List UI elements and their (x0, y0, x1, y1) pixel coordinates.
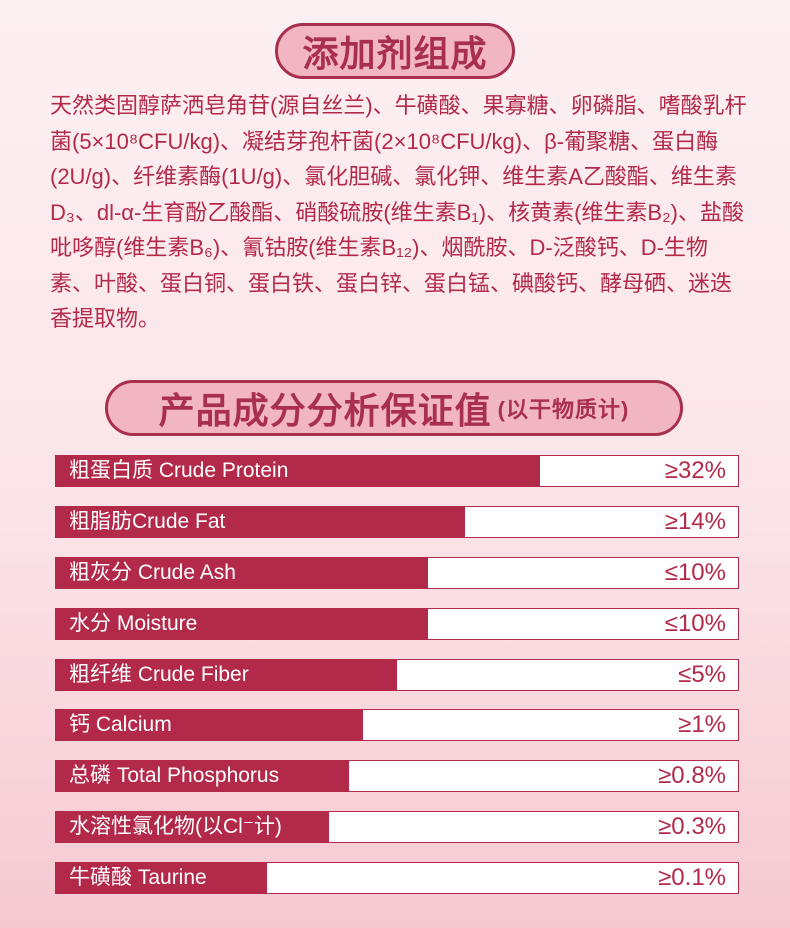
analysis-row-value: ≥0.3% (658, 813, 726, 840)
analysis-row-taurine: 牛磺酸 Taurine ≥0.1% (55, 862, 739, 894)
analysis-row-crude-fat: 粗脂肪Crude Fat ≥14% (55, 506, 739, 538)
analysis-row-moisture: 水分 Moisture ≤10% (55, 608, 739, 640)
analysis-bar-fill (56, 609, 428, 639)
analysis-row-calcium: 钙 Calcium ≥1% (55, 709, 739, 741)
section-title-analysis: 产品成分分析保证值 (以干物质计) (105, 380, 683, 436)
analysis-subtitle: (以干物质计) (497, 397, 630, 422)
analysis-row-label: 粗蛋白质 Crude Protein (69, 459, 289, 482)
analysis-row-value: ≥32% (664, 457, 726, 484)
analysis-row-crude-protein: 粗蛋白质 Crude Protein ≥32% (55, 455, 739, 487)
analysis-bar-fill (56, 710, 363, 740)
analysis-row-total-phosphorus: 总磷 Total Phosphorus ≥0.8% (55, 760, 739, 792)
analysis-bar-fill (56, 558, 428, 588)
analysis-row-value: ≤5% (678, 661, 726, 688)
section-title-additives: 添加剂组成 (275, 23, 515, 79)
analysis-row-value: ≥0.8% (658, 762, 726, 789)
additives-title-text: 添加剂组成 (302, 33, 488, 74)
analysis-bar-fill (56, 812, 329, 842)
analysis-row-value: ≥1% (678, 711, 726, 738)
analysis-row-value: ≤10% (664, 610, 726, 637)
analysis-row-water-soluble-chloride: 水溶性氯化物(以Cl⁻计) ≥0.3% (55, 811, 739, 843)
analysis-row-label: 水溶性氯化物(以Cl⁻计) (69, 815, 282, 838)
analysis-row-value: ≤10% (664, 559, 726, 586)
analysis-row-label: 粗纤维 Crude Fiber (69, 663, 249, 686)
analysis-row-crude-ash: 粗灰分 Crude Ash ≤10% (55, 557, 739, 589)
analysis-row-crude-fiber: 粗纤维 Crude Fiber ≤5% (55, 659, 739, 691)
ingredients-text: 天然类固醇萨洒皂角苷(源自丝兰)、牛磺酸、果寡糖、卵磷脂、嗜酸乳杆菌(5×10⁸… (50, 93, 747, 331)
analysis-row-label: 牛磺酸 Taurine (69, 866, 207, 889)
analysis-row-label: 钙 Calcium (69, 713, 172, 736)
analysis-bar-fill (56, 660, 397, 690)
analysis-bar-fill (56, 507, 466, 537)
analysis-title-text: 产品成分分析保证值 (158, 390, 492, 431)
analysis-bar-fill (56, 456, 541, 486)
analysis-bar-fill (56, 863, 268, 893)
analysis-row-label: 粗脂肪Crude Fat (69, 510, 226, 533)
analysis-bar-fill (56, 761, 350, 791)
analysis-row-value: ≥14% (664, 508, 726, 535)
analysis-row-value: ≥0.1% (658, 864, 726, 891)
analysis-row-label: 水分 Moisture (69, 612, 198, 635)
analysis-row-label: 粗灰分 Crude Ash (69, 561, 236, 584)
analysis-row-label: 总磷 Total Phosphorus (69, 764, 280, 787)
